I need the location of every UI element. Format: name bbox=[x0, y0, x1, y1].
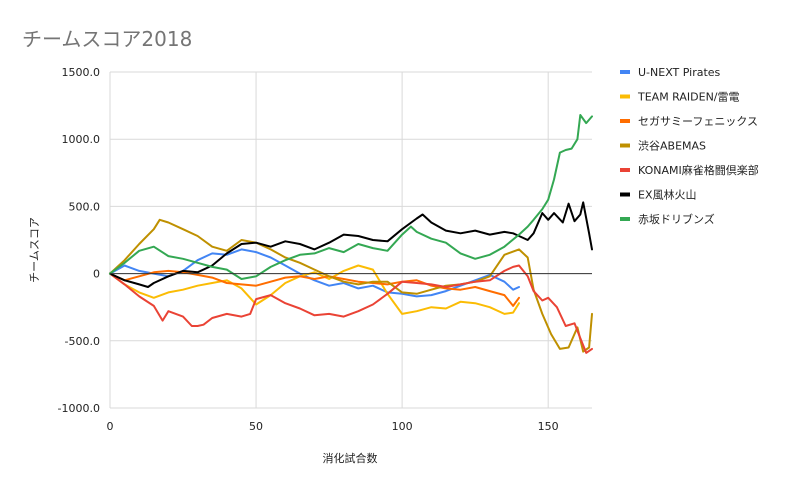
legend-swatch bbox=[620, 94, 630, 99]
x-tick-label: 0 bbox=[107, 420, 114, 433]
legend-label: 渋谷ABEMAS bbox=[638, 140, 706, 153]
series-line-5 bbox=[109, 201, 593, 288]
series-line-4 bbox=[109, 264, 593, 354]
x-axis-ticks: 0 50 100 150 bbox=[107, 420, 559, 433]
series-lines bbox=[109, 114, 593, 354]
legend-label: 赤坂ドリブンズ bbox=[638, 212, 715, 226]
legend-label: U-NEXT Pirates bbox=[638, 66, 721, 79]
x-tick-label: 150 bbox=[538, 420, 559, 433]
legend-swatch bbox=[620, 168, 630, 172]
y-axis-ticks: -1000.0 -500.0 0 500.0 1000.0 1500.0 bbox=[58, 66, 100, 415]
y-tick-label: 1000.0 bbox=[62, 133, 101, 146]
legend-swatch bbox=[620, 217, 630, 221]
x-axis-label: 消化試合数 bbox=[323, 451, 378, 465]
y-tick-label: 0 bbox=[93, 268, 100, 281]
y-tick-label: 1500.0 bbox=[62, 66, 101, 79]
x-tick-label: 100 bbox=[392, 420, 413, 433]
legend: U-NEXT Pirates TEAM RAIDEN/雷電セガサミーフェニックス渋… bbox=[620, 66, 759, 226]
y-tick-label: -1000.0 bbox=[58, 402, 100, 415]
legend-swatch bbox=[620, 143, 630, 148]
legend-label: TEAM RAIDEN/雷電 bbox=[637, 91, 740, 104]
y-tick-label: 500.0 bbox=[69, 200, 101, 213]
legend-label: EX風林火山 bbox=[638, 188, 697, 202]
series-line-6 bbox=[109, 114, 593, 280]
series-line-3 bbox=[109, 218, 593, 353]
chart-title: チームスコア2018 bbox=[22, 27, 192, 51]
legend-swatch bbox=[620, 70, 630, 74]
legend-swatch bbox=[620, 119, 630, 123]
series-line-1 bbox=[109, 264, 520, 315]
legend-label: KONAMI麻雀格闘倶楽部 bbox=[638, 163, 759, 177]
legend-swatch bbox=[620, 192, 630, 197]
x-tick-label: 50 bbox=[249, 420, 263, 433]
y-axis-label: チームスコア bbox=[28, 217, 41, 283]
legend-label: セガサミーフェニックス bbox=[638, 115, 758, 128]
y-tick-label: -500.0 bbox=[65, 335, 100, 348]
grid-lines bbox=[109, 71, 592, 409]
